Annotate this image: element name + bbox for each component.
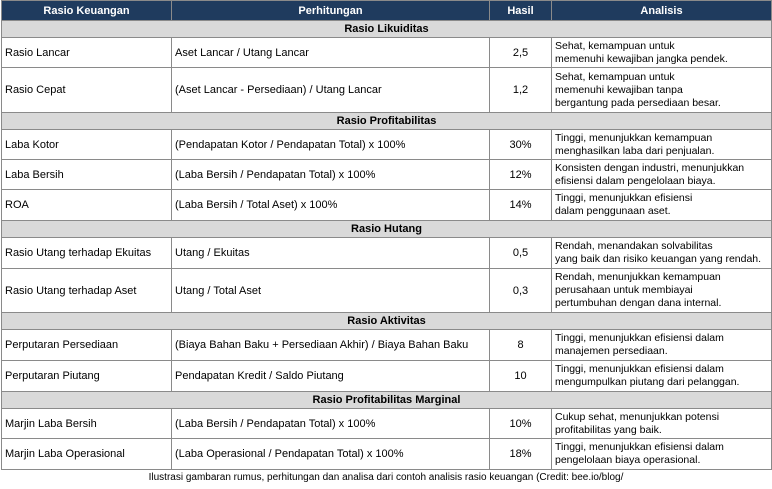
result-cell: 14% [489, 189, 552, 221]
calculation-cell: (Laba Bersih / Pendapatan Total) x 100% [171, 408, 490, 439]
section-row: Rasio Hutang [1, 220, 772, 238]
ratio-name-cell: ROA [1, 189, 172, 221]
calculation-cell: Aset Lancar / Utang Lancar [171, 37, 490, 68]
result-cell: 8 [489, 329, 552, 361]
section-row: Rasio Profitabilitas [1, 112, 772, 130]
analysis-cell: Cukup sehat, menunjukkan potensi profita… [551, 408, 772, 439]
analysis-cell: Tinggi, menunjukkan efisiensi dalam peng… [551, 438, 772, 470]
result-cell: 10 [489, 360, 552, 392]
section-title: Rasio Profitabilitas Marginal [1, 391, 772, 409]
calculation-cell: Utang / Total Aset [171, 268, 490, 313]
header-analisis: Analisis [551, 0, 772, 21]
calculation-cell: (Laba Operasional / Pendapatan Total) x … [171, 438, 490, 470]
result-cell: 0,5 [489, 237, 552, 269]
section-title: Rasio Profitabilitas [1, 112, 772, 130]
result-cell: 12% [489, 159, 552, 190]
table-row: Marjin Laba Bersih (Laba Bersih / Pendapa… [1, 408, 772, 439]
analysis-cell: Sehat, kemampuan untuk memenuhi kewajiba… [551, 37, 772, 68]
analysis-cell: Tinggi, menunjukkan efisiensi dalam mana… [551, 329, 772, 361]
result-cell: 30% [489, 129, 552, 160]
analysis-cell: Rendah, menunjukkan kemampuan perusahaan… [551, 268, 772, 313]
result-cell: 0,3 [489, 268, 552, 313]
ratio-name-cell: Marjin Laba Operasional [1, 438, 172, 470]
ratio-name-cell: Perputaran Piutang [1, 360, 172, 392]
section-title: Rasio Aktivitas [1, 312, 772, 330]
section-row: Rasio Aktivitas [1, 312, 772, 330]
calculation-cell: (Laba Bersih / Pendapatan Total) x 100% [171, 159, 490, 190]
result-cell: 18% [489, 438, 552, 470]
result-cell: 1,2 [489, 67, 552, 113]
analysis-cell: Tinggi, menunjukkan efisiensi dalam peng… [551, 189, 772, 221]
ratio-name-cell: Laba Kotor [1, 129, 172, 160]
section-title: Rasio Hutang [1, 220, 772, 238]
table-row: ROA (Laba Bersih / Total Aset) x 100% 14% T… [1, 189, 772, 221]
ratio-name-cell: Rasio Utang terhadap Aset [1, 268, 172, 313]
analysis-cell: Sehat, kemampuan untuk memenuhi kewajiba… [551, 67, 772, 113]
table-row: Laba Bersih (Laba Bersih / Pendapatan Tot… [1, 159, 772, 190]
table-row: Perputaran Piutang Pendapatan Kredit / Sa… [1, 360, 772, 392]
table-row: Perputaran Persediaan (Biaya Bahan Baku +… [1, 329, 772, 361]
ratio-name-cell: Rasio Cepat [1, 67, 172, 113]
calculation-cell: (Laba Bersih / Total Aset) x 100% [171, 189, 490, 221]
table-row: Rasio Cepat (Aset Lancar - Persediaan) / … [1, 67, 772, 113]
calculation-cell: Pendapatan Kredit / Saldo Piutang [171, 360, 490, 392]
ratio-name-cell: Perputaran Persediaan [1, 329, 172, 361]
header-hasil: Hasil [489, 0, 552, 21]
section-row: Rasio Likuiditas [1, 20, 772, 38]
table-body: Rasio Likuiditas Rasio Lancar Aset Lancar … [1, 20, 772, 470]
result-cell: 2,5 [489, 37, 552, 68]
analysis-cell: Tinggi, menunjukkan efisiensi dalam meng… [551, 360, 772, 392]
analysis-cell: Tinggi, menunjukkan kemampuan menghasilk… [551, 129, 772, 160]
calculation-cell: Utang / Ekuitas [171, 237, 490, 269]
table-row: Rasio Utang terhadap Ekuitas Utang / Ekui… [1, 237, 772, 269]
calculation-cell: (Aset Lancar - Persediaan) / Utang Lanca… [171, 67, 490, 113]
ratio-name-cell: Marjin Laba Bersih [1, 408, 172, 439]
analysis-cell: Rendah, menandakan solvabilitas yang bai… [551, 237, 772, 269]
header-perhitungan: Perhitungan [171, 0, 490, 21]
header-rasio-keuangan: Rasio Keuangan [1, 0, 172, 21]
ratio-name-cell: Laba Bersih [1, 159, 172, 190]
calculation-cell: (Biaya Bahan Baku + Persediaan Akhir) / … [171, 329, 490, 361]
analysis-cell: Konsisten dengan industri, menunjukkan e… [551, 159, 772, 190]
table-row: Laba Kotor (Pendapatan Kotor / Pendapatan… [1, 129, 772, 160]
table-row: Rasio Utang terhadap Aset Utang / Total A… [1, 268, 772, 313]
financial-ratio-table: Rasio Keuangan Perhitungan Hasil Analisi… [1, 0, 772, 470]
table-row: Marjin Laba Operasional (Laba Operasional… [1, 438, 772, 470]
table-row: Rasio Lancar Aset Lancar / Utang Lancar 2,… [1, 37, 772, 68]
calculation-cell: (Pendapatan Kotor / Pendapatan Total) x … [171, 129, 490, 160]
section-title: Rasio Likuiditas [1, 20, 772, 38]
ratio-name-cell: Rasio Lancar [1, 37, 172, 68]
figure-caption: Ilustrasi gambaran rumus, perhitungan da… [148, 472, 624, 483]
ratio-name-cell: Rasio Utang terhadap Ekuitas [1, 237, 172, 269]
table-header-row: Rasio Keuangan Perhitungan Hasil Analisi… [1, 0, 772, 21]
result-cell: 10% [489, 408, 552, 439]
section-row: Rasio Profitabilitas Marginal [1, 391, 772, 409]
